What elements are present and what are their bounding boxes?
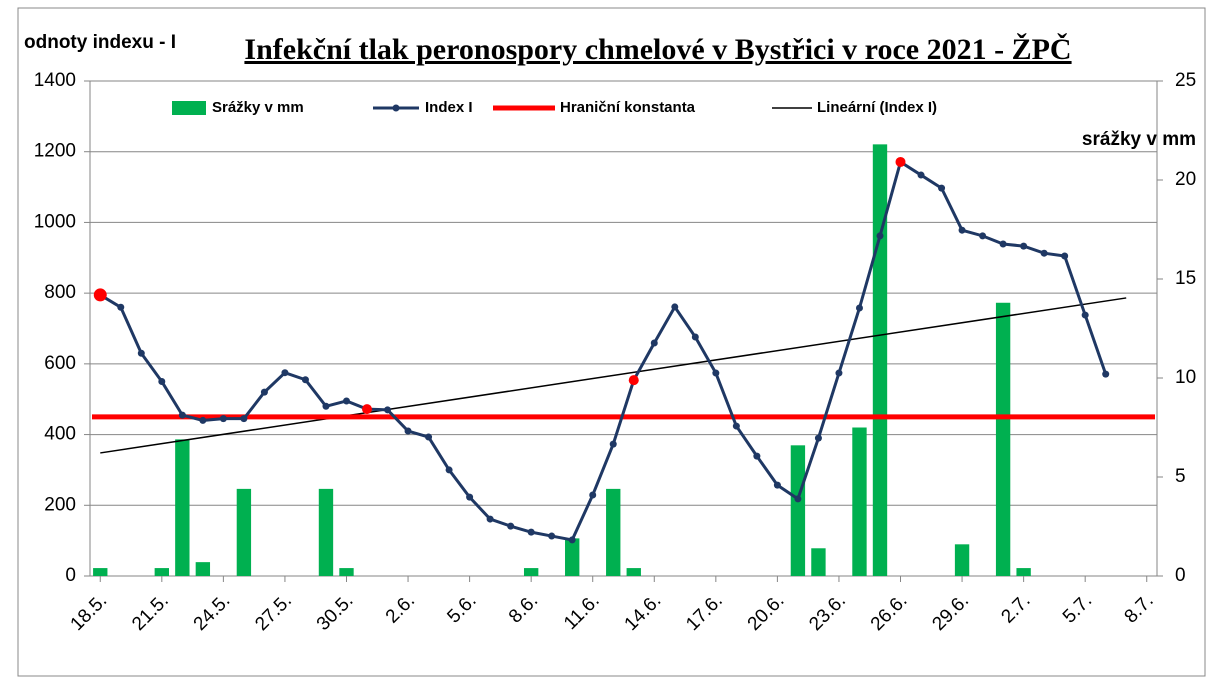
marker [671,303,679,311]
highlight-marker [628,375,639,386]
bar [606,488,621,576]
marker [137,349,145,357]
marker [691,333,699,341]
bar [195,562,211,576]
bar [565,538,580,576]
bar [872,144,888,577]
marker [384,406,392,414]
y2-axis-title: srážky v mm [1082,129,1196,150]
marker [1081,311,1089,319]
marker [794,495,802,503]
marker [917,171,925,179]
marker [773,481,781,489]
marker [260,388,268,396]
highlight-marker [93,288,107,302]
y2-tick-label: 0 [1175,565,1186,586]
legend-swatch [172,101,206,115]
marker [814,434,822,442]
marker [938,184,946,192]
marker [732,422,740,430]
marker [589,491,597,499]
y-tick-label: 1200 [34,141,76,162]
marker [281,369,289,377]
marker [855,304,863,312]
y2-tick-label: 25 [1175,70,1196,91]
marker [568,536,576,544]
index-line [99,159,1108,542]
bar [790,445,806,576]
marker [753,452,761,460]
marker [240,415,248,423]
marker [301,376,309,384]
y2-tick-label: 5 [1175,466,1186,487]
marker [1102,370,1110,378]
highlight-marker [362,404,373,415]
marker [835,369,843,377]
marker [507,522,515,530]
marker [322,402,330,410]
marker [158,378,166,386]
bar [852,427,867,576]
legend-marker [392,104,400,112]
legend-label: Srážky v mm [212,99,304,116]
marker [609,440,617,448]
legend-label: Lineární (Index I) [817,99,937,116]
bar [523,568,539,576]
y-tick-label: 400 [44,424,76,445]
bar [995,302,1011,576]
bar [93,568,108,576]
y-tick-label: 1400 [34,70,76,91]
y2-tick-label: 10 [1175,367,1196,388]
marker [876,232,884,240]
bar [339,568,354,576]
bar [236,488,252,576]
marker [219,415,227,423]
bar [154,568,169,576]
y2-tick-label: 20 [1175,169,1196,190]
marker [466,493,474,501]
bar [811,548,826,576]
y-tick-label: 800 [44,282,76,303]
marker [178,411,186,419]
y-axis-title: odnoty indexu - I [24,32,176,53]
marker [404,427,412,435]
y-tick-label: 1000 [34,211,76,232]
marker [199,416,207,424]
marker [1040,249,1048,257]
bar [626,568,641,576]
marker [117,303,125,311]
bar [175,439,190,576]
bar [1016,568,1031,576]
y-tick-label: 200 [44,494,76,515]
marker [1020,242,1028,250]
marker [999,240,1007,248]
legend-label: Hraniční konstanta [560,99,696,116]
marker [979,232,987,240]
bar [318,488,334,576]
marker [486,515,494,523]
legend-label: Index I [425,99,473,116]
trend-line [100,297,1127,454]
marker [425,433,433,441]
marker [958,226,966,234]
marker [445,466,453,474]
marker [548,532,556,540]
marker [1061,252,1069,260]
marker [527,528,535,536]
marker [342,397,350,405]
bar [954,544,970,576]
y-tick-label: 600 [44,353,76,374]
y-tick-label: 0 [65,565,76,586]
y2-tick-label: 15 [1175,268,1196,289]
marker [650,339,658,347]
marker [712,369,720,377]
highlight-marker [895,156,906,167]
chart-title: Infekční tlak peronospory chmelové v Bys… [244,33,1071,66]
